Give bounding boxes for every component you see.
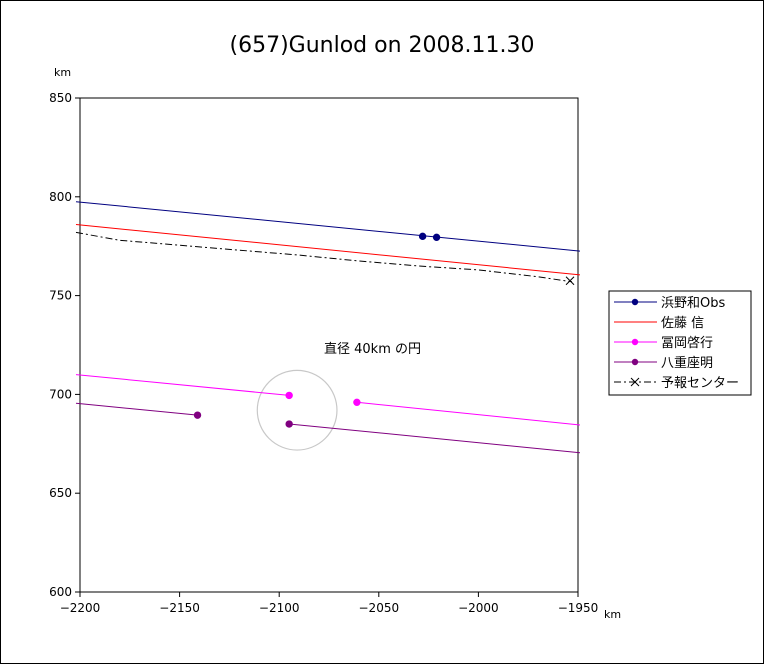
size-circle — [256, 369, 338, 451]
circle-annotation: 直径 40km の円 — [324, 342, 421, 357]
series-3 — [75, 402, 580, 454]
plot-border — [79, 97, 579, 593]
data-point — [353, 398, 361, 407]
series-0 — [75, 201, 580, 252]
series-line — [289, 423, 580, 454]
data-point — [418, 232, 427, 241]
series-line — [75, 374, 290, 396]
series-line — [75, 402, 198, 416]
legend-label: 佐藤 信 — [661, 316, 704, 331]
series-2 — [75, 374, 580, 426]
chart-title: (657)Gunlod on 2008.11.30 — [230, 33, 535, 58]
legend-label: 冨岡啓行 — [661, 336, 713, 351]
series-line — [75, 224, 580, 276]
data-point — [193, 411, 202, 419]
x-axis-unit: km — [604, 608, 621, 621]
y-tick-label: 800 — [49, 190, 72, 204]
x-tick-label: −2150 — [159, 601, 200, 615]
y-tick-label: 650 — [49, 486, 72, 500]
y-tick-label: 700 — [49, 387, 72, 401]
legend-label: 浜野和Obs — [661, 296, 725, 311]
y-tick-label: 600 — [49, 585, 72, 599]
y-axis-unit: km — [54, 66, 71, 79]
legend-label: 八重座明 — [661, 355, 713, 371]
data-point — [285, 391, 293, 400]
x-tick-label: −2200 — [60, 601, 101, 615]
data-point — [432, 233, 441, 242]
x-tick-label: −2100 — [259, 601, 300, 615]
series-line — [356, 401, 580, 426]
data-point-x — [565, 276, 575, 286]
data-point — [285, 420, 293, 428]
series-layer — [75, 201, 580, 454]
legend-label: 予報センター — [661, 376, 739, 391]
series-line — [75, 201, 580, 252]
legend-marker — [631, 298, 639, 306]
legend-marker — [631, 358, 639, 366]
y-tick-label: 850 — [49, 91, 72, 105]
x-tick-label: −1950 — [558, 601, 599, 615]
legend-marker — [631, 338, 639, 346]
series-1 — [75, 224, 580, 276]
series-4 — [75, 231, 575, 286]
x-tick-label: −2000 — [458, 601, 499, 615]
plot-area: 600 650 700 750 800 850 −2200 −2150 −2100 −2050 −2… — [49, 91, 598, 615]
y-tick-label: 750 — [49, 289, 72, 303]
x-tick-label: −2050 — [359, 601, 400, 615]
legend-marker — [630, 377, 640, 387]
